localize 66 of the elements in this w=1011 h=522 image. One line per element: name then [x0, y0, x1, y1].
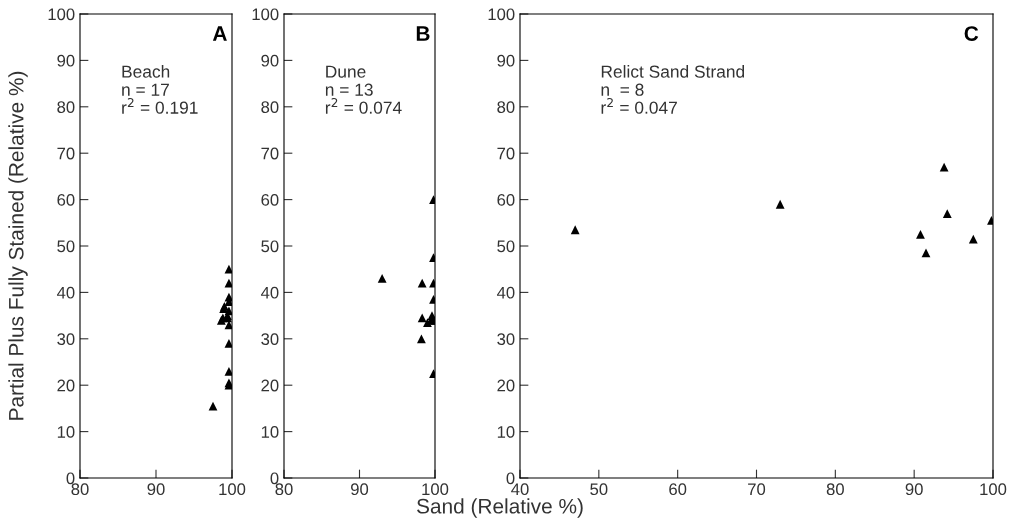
point: [775, 199, 785, 209]
point: [423, 318, 432, 327]
y-tick-label: 70: [261, 147, 279, 160]
x-tick-label: 40: [511, 483, 529, 496]
point: [417, 278, 427, 288]
y-tick-label: 30: [261, 333, 279, 345]
annotation: Beach n = 17 r$^{2}$ = 0.191: [122, 65, 198, 114]
x-tick-label: 50: [590, 483, 608, 496]
x-tick-label: 80: [71, 483, 89, 496]
x-tick-label: 70: [748, 483, 766, 496]
annotation: Relict Sand Strand n = 8 r$^{2}$ = 0.047: [601, 65, 745, 114]
x-tick-label: 100: [980, 483, 1007, 496]
y-tick-label: 80: [497, 101, 515, 113]
y-tick-label: 10: [497, 426, 515, 438]
y-tick-label: 30: [57, 333, 75, 345]
point: [570, 225, 580, 235]
annotation: Dune n = 13 r$^{2}$ = 0.074: [325, 65, 402, 114]
y-tick-label: 90: [57, 54, 75, 67]
x-tick-label: 80: [275, 483, 293, 496]
x-tick-label: 80: [826, 483, 844, 496]
y-tick-label: 50: [497, 240, 515, 253]
y-tick-label: 30: [497, 333, 515, 345]
y-tick-label: 60: [497, 194, 515, 206]
y-tick-label: 50: [261, 240, 279, 253]
point: [377, 274, 387, 283]
y-tick-label: 80: [57, 101, 75, 113]
y-tick-label: 70: [57, 147, 75, 160]
y-tick-label: 100: [488, 8, 515, 21]
x-tick-label: 100: [219, 483, 246, 496]
y-tick-label: 40: [260, 286, 279, 299]
point: [942, 209, 952, 218]
point: [916, 230, 925, 239]
y-tick-label: 20: [57, 379, 75, 392]
y-tick-label: 60: [261, 194, 279, 206]
x-tick-label: 60: [669, 483, 687, 496]
y-tick-label: 10: [57, 426, 75, 438]
y-tick-label: 100: [48, 8, 75, 21]
x-tick-label: 90: [351, 483, 369, 496]
point: [427, 311, 435, 320]
y-tick-label: 80: [261, 101, 279, 113]
y-tick-label: 20: [261, 379, 279, 392]
annotation: A: [212, 26, 227, 41]
point: [968, 234, 978, 244]
point: [417, 313, 427, 323]
point: [939, 162, 949, 172]
y-tick-label: 0: [66, 472, 75, 485]
annotation: B: [416, 26, 430, 41]
y-axis-title: Partial Plus Fully Stained (Relative %): [8, 71, 28, 420]
point: [417, 334, 426, 344]
x-tick-label: 100: [422, 483, 449, 496]
y-tick-label: 100: [252, 8, 279, 21]
y-tick-label: 90: [261, 54, 279, 67]
x-axis-title: Sand (Relative %): [417, 498, 583, 518]
y-tick-label: 40: [496, 286, 515, 299]
y-tick-label: 0: [270, 472, 279, 485]
y-tick-label: 50: [57, 240, 75, 253]
y-tick-label: 60: [57, 194, 75, 206]
x-tick-label: 90: [147, 483, 165, 496]
y-tick-label: 70: [497, 147, 515, 160]
y-tick-label: 10: [261, 426, 279, 438]
x-tick-label: 90: [905, 483, 923, 496]
y-tick-label: 20: [497, 379, 515, 392]
y-tick-label: 90: [497, 54, 515, 67]
y-tick-label: 0: [506, 472, 515, 485]
annotation: C: [964, 26, 979, 41]
y-tick-label: 40: [56, 286, 75, 299]
